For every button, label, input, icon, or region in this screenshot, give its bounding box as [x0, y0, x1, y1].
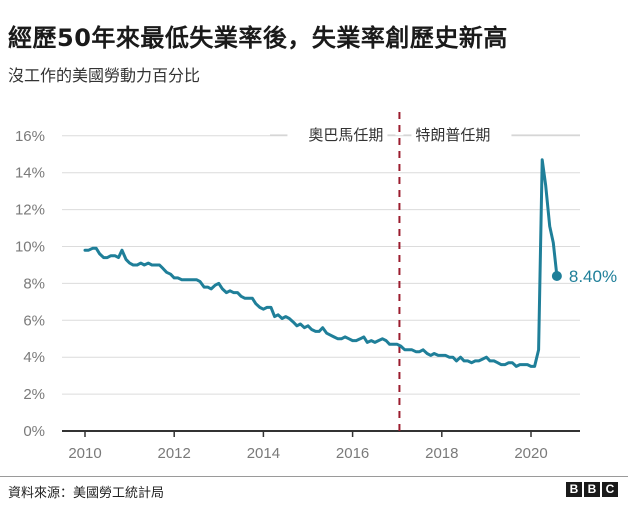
y-tick-label: 4% [23, 349, 45, 366]
bbc-logo-letter: B [584, 482, 600, 497]
obama-term-label: 奧巴馬任期 [308, 126, 383, 144]
y-tick-label: 10% [15, 239, 45, 256]
y-tick-label: 0% [23, 423, 45, 440]
y-tick-label: 8% [23, 275, 45, 292]
latest-value-marker [551, 271, 562, 282]
source-credit: 資料來源：美國勞工統計局 [8, 486, 165, 501]
x-tick-label: 2016 [336, 445, 369, 462]
y-axis-labels: 0% 2% 4% 6% 8% 10% 12% 14% 16% [15, 128, 45, 440]
x-tick-label: 2020 [514, 445, 547, 462]
y-tick-label: 2% [23, 386, 45, 403]
footer-divider [0, 476, 628, 477]
presidency-annotations: 奧巴馬任期 特朗普任期 [270, 112, 580, 431]
obama-label-bg [287, 124, 388, 146]
x-tick-label: 2014 [247, 445, 280, 462]
x-axis: 2010 2012 2014 2016 2018 2020 [62, 430, 580, 462]
x-tick-label: 2010 [68, 445, 101, 462]
y-tick-label: 12% [15, 202, 45, 219]
chart-subtitle: 沒工作的美國勞動力百分比 [8, 66, 201, 85]
bbc-logo-letter: C [602, 482, 618, 497]
latest-value-label: 8.40% [569, 267, 617, 286]
line-chart: 0%2%4%6%8%10%12%14%16% 2010 2012 2014 2016 2… [15, 112, 617, 462]
y-tick-label: 6% [23, 312, 45, 329]
x-tick-label: 2012 [158, 445, 191, 462]
bbc-logo-letter: B [566, 482, 582, 497]
bbc-logo: B B C [566, 482, 618, 497]
unemployment-rate-line [83, 158, 559, 368]
y-tick-label: 14% [15, 165, 45, 182]
trump-label-bg [411, 124, 512, 146]
chart-title: 經歷50年來最低失業率後，失業率創歷史新高 [8, 24, 508, 52]
x-tick-label: 2018 [425, 445, 458, 462]
trump-term-label: 特朗普任期 [415, 126, 490, 144]
y-tick-label: 16% [15, 128, 45, 145]
